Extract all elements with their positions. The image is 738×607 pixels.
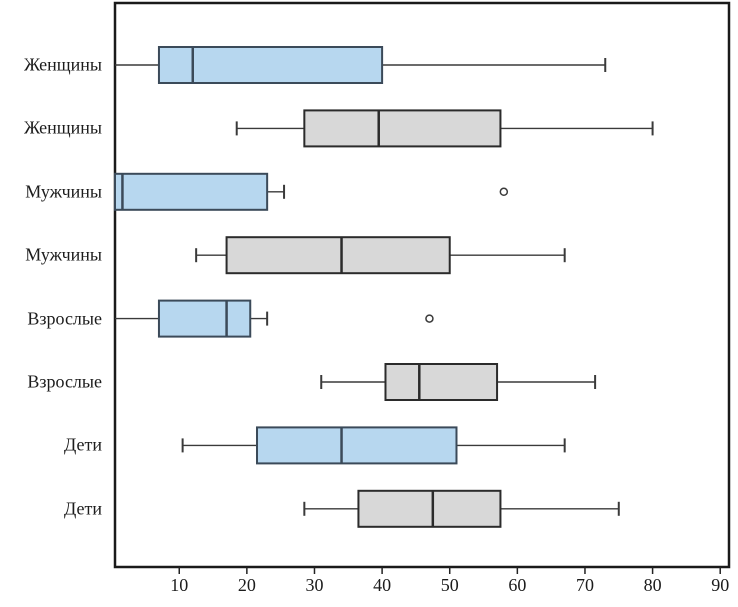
x-tick-label: 90 (711, 575, 730, 595)
box (157, 299, 252, 338)
category-label: Женщины (23, 117, 102, 138)
category-label: Взрослые (27, 371, 102, 392)
outlier-point (499, 187, 509, 197)
x-tick-label: 30 (305, 575, 324, 595)
x-tick-label: 80 (643, 575, 662, 595)
box (303, 109, 502, 148)
x-tick-label: 10 (170, 575, 189, 595)
box (357, 489, 502, 528)
category-label: Мужчины (25, 181, 102, 202)
category-label: Взрослые (27, 308, 102, 329)
box (225, 236, 451, 275)
box (384, 363, 499, 401)
category-label: Дети (64, 498, 102, 519)
box (114, 172, 269, 211)
category-label: Дети (64, 434, 102, 455)
plot-frame (113, 1, 731, 569)
x-tick-label: 50 (440, 575, 459, 595)
x-tick-label: 70 (575, 575, 594, 595)
box (157, 46, 384, 84)
category-label: Женщины (23, 54, 102, 75)
outlier-point (425, 314, 434, 323)
x-tick-label: 60 (508, 575, 527, 595)
x-tick-label: 20 (237, 575, 256, 595)
box (256, 426, 458, 465)
category-label: Мужчины (25, 244, 102, 265)
x-tick-label: 40 (373, 575, 392, 595)
